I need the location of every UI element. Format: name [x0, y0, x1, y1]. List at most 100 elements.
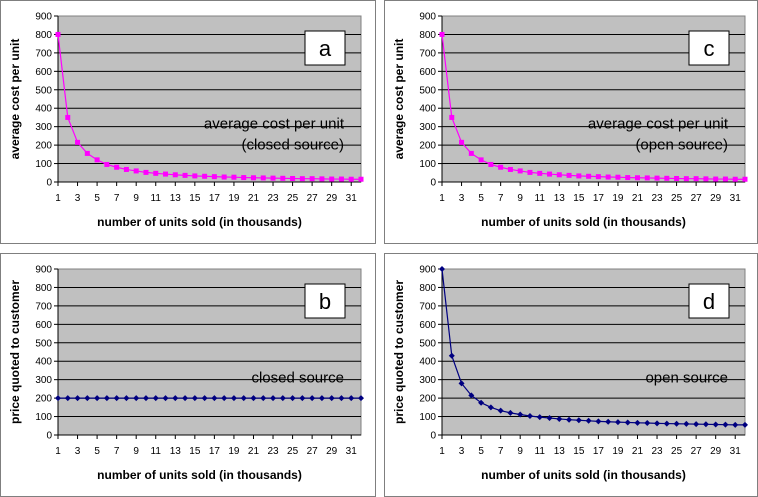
chart-panel-a: 0 100 200 300 400 500 600 700 800 900 1 3 5 7 9 11 13 15 1…: [0, 0, 376, 244]
data-point-a-30: [338, 176, 344, 182]
data-point-a-21: [250, 175, 256, 181]
xtick-label-a-5: 11: [151, 193, 162, 204]
data-point-b-31: [348, 395, 355, 402]
xtick-label-c-13: 27: [691, 193, 703, 204]
data-point-b-13: [172, 395, 179, 402]
ytick-label-b-5: 500: [35, 338, 52, 349]
data-point-c-27: [693, 176, 699, 182]
data-point-d-11: [536, 414, 543, 421]
xtick-label-a-15: 31: [346, 193, 358, 204]
data-point-c-3: [459, 139, 465, 145]
data-point-c-17: [595, 174, 601, 180]
data-point-d-18: [605, 418, 612, 425]
data-point-c-1: [439, 31, 445, 37]
xtick-label-b-12: 25: [287, 446, 299, 457]
annotation-c-0: average cost per unit: [588, 116, 729, 133]
ytick-label-b-3: 300: [35, 375, 52, 386]
xtick-label-c-8: 17: [593, 193, 605, 204]
data-point-b-25: [289, 395, 296, 402]
data-point-d-9: [517, 411, 524, 418]
data-point-a-18: [221, 174, 227, 180]
data-point-a-1: [55, 31, 61, 37]
xtick-label-c-2: 5: [478, 193, 484, 204]
xtick-label-c-10: 21: [632, 193, 644, 204]
data-point-a-25: [290, 175, 296, 181]
data-point-a-5: [94, 157, 100, 163]
data-point-d-16: [585, 417, 592, 424]
xtick-label-c-1: 3: [459, 193, 465, 204]
xtick-label-b-10: 21: [248, 446, 260, 457]
xtick-label-d-0: 1: [439, 446, 445, 457]
xtick-label-d-5: 11: [535, 446, 546, 457]
data-point-b-14: [182, 395, 189, 402]
data-point-a-7: [114, 164, 120, 170]
xtick-label-b-4: 9: [133, 446, 139, 457]
data-point-c-26: [683, 176, 689, 182]
data-point-b-26: [299, 395, 306, 402]
ytick-label-d-6: 600: [419, 320, 436, 331]
letter-box-d: [688, 283, 730, 319]
annotation-b-0: closed source: [251, 370, 344, 387]
data-point-a-2: [65, 114, 71, 120]
ytick-label-c-3: 300: [419, 122, 436, 133]
data-point-c-14: [566, 172, 572, 178]
data-point-d-31: [732, 421, 739, 428]
ytick-label-d-9: 900: [419, 265, 436, 276]
data-point-a-26: [299, 176, 305, 182]
data-point-b-18: [221, 395, 228, 402]
data-point-a-9: [133, 168, 139, 174]
xtick-label-b-13: 27: [307, 446, 319, 457]
xtick-label-a-6: 13: [170, 193, 182, 204]
xtick-label-c-4: 9: [517, 193, 523, 204]
data-point-c-19: [615, 174, 621, 180]
ytick-label-a-4: 400: [35, 104, 52, 115]
ytick-label-a-0: 0: [46, 178, 52, 189]
ytick-label-b-9: 900: [35, 265, 52, 276]
x-axis-title-c: number of units sold (in thousands): [481, 215, 686, 229]
xtick-label-b-14: 29: [326, 446, 338, 457]
data-point-c-12: [547, 171, 553, 177]
data-point-a-16: [202, 173, 208, 179]
xtick-label-d-1: 3: [459, 446, 465, 457]
xtick-label-d-10: 21: [632, 446, 644, 457]
xtick-label-c-7: 15: [573, 193, 585, 204]
data-point-a-11: [153, 170, 159, 176]
data-point-d-26: [683, 420, 690, 427]
ytick-label-c-5: 500: [419, 85, 436, 96]
data-point-b-22: [260, 395, 267, 402]
y-axis-title-c: average cost per unit: [392, 39, 406, 160]
data-point-d-27: [693, 421, 700, 428]
data-point-d-32: [742, 421, 748, 428]
data-point-d-7: [497, 407, 504, 414]
xtick-label-a-4: 9: [133, 193, 139, 204]
ytick-label-c-1: 100: [419, 159, 436, 170]
xtick-label-c-3: 7: [498, 193, 504, 204]
data-point-a-3: [75, 139, 81, 145]
xtick-label-a-1: 3: [75, 193, 81, 204]
ytick-label-d-3: 300: [419, 375, 436, 386]
data-point-d-24: [663, 420, 670, 427]
chart-panel-c: 0 100 200 300 400 500 600 700 800 900 1 3 5 7 9 11 13 15 1…: [384, 0, 758, 244]
data-point-b-8: [123, 395, 130, 402]
letter-label-b: b: [319, 289, 331, 314]
xtick-label-b-7: 15: [189, 446, 201, 457]
ytick-label-a-7: 700: [35, 48, 52, 59]
data-point-a-15: [192, 173, 198, 179]
data-point-d-30: [722, 421, 729, 428]
data-point-c-10: [527, 169, 533, 175]
data-point-c-11: [537, 170, 543, 176]
data-point-a-4: [84, 150, 90, 156]
xtick-label-d-11: 23: [651, 446, 663, 457]
data-point-a-14: [182, 172, 188, 178]
data-point-d-25: [673, 420, 680, 427]
ytick-label-d-0: 0: [430, 431, 436, 442]
ytick-label-b-4: 400: [35, 357, 52, 368]
data-point-c-28: [703, 176, 709, 182]
data-point-d-21: [634, 419, 641, 426]
data-point-d-3: [458, 380, 465, 387]
annotation-a-0: average cost per unit: [204, 116, 345, 133]
data-point-c-23: [654, 175, 660, 181]
xtick-label-d-8: 17: [593, 446, 605, 457]
